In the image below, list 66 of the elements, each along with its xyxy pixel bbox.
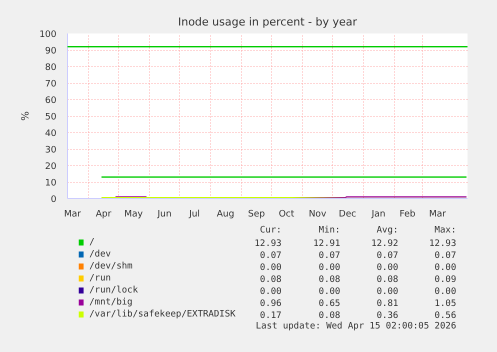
text: 0.00 [434, 263, 456, 273]
y-tick-label: 90 [45, 46, 57, 56]
x-tick-label: Nov [308, 210, 327, 220]
text: 0.00 [260, 287, 282, 297]
text: 12.91 [313, 239, 340, 249]
y-tick-label: 50 [45, 112, 57, 122]
text: Min: [318, 226, 340, 236]
y-tick-label: 0 [50, 195, 57, 205]
text: Max: [434, 226, 456, 236]
x-tick-label: Jan [370, 210, 386, 220]
y-tick-label: 30 [45, 146, 57, 156]
text: 0.08 [318, 275, 340, 285]
y-tick-label: 40 [45, 129, 57, 139]
x-tick-label: Apr [96, 210, 112, 220]
text: 0.08 [318, 311, 340, 321]
x-tick-label: Mar [64, 210, 82, 220]
x-tick-label: Jun [156, 210, 172, 220]
text: Avg: [376, 226, 398, 236]
text: 0.00 [318, 263, 340, 273]
y-tick-label: 20 [45, 162, 57, 172]
text: 0.81 [376, 299, 398, 309]
text: 0.07 [434, 251, 456, 261]
text: 0.08 [260, 275, 282, 285]
x-tick-label: Aug [216, 210, 234, 220]
text: 1.05 [434, 299, 456, 309]
text: Last update: Wed Apr 15 02:00:05 2026 [256, 322, 456, 332]
text: 12.93 [429, 239, 456, 249]
text: 0.09 [434, 275, 456, 285]
text: 0.96 [260, 299, 282, 309]
x-tick-label: May [124, 210, 144, 220]
x-tick-label: Mar [429, 210, 446, 220]
x-tick-label: Dec [338, 210, 356, 220]
text: Cur: [260, 226, 282, 236]
text: 0.36 [376, 311, 398, 321]
legend-label: /dev/shm [89, 262, 133, 272]
legend-label: /mnt/big [89, 298, 133, 308]
legend-label: /dev [89, 250, 111, 260]
text: 0.08 [376, 275, 398, 285]
text: 0.00 [376, 287, 398, 297]
chart-title: Inode usage in percent - by year [178, 16, 358, 28]
text: 0.07 [376, 251, 398, 261]
x-tick-label: Jul [188, 210, 200, 220]
legend-label: /run/lock [89, 286, 139, 296]
x-tick-label: Feb [400, 210, 416, 220]
x-tick-label: Sep [248, 210, 266, 220]
text: 0.65 [318, 299, 340, 309]
legend-label: /var/lib/safekeep/EXTRADISK [89, 310, 236, 320]
y-tick-label: 70 [45, 80, 57, 90]
text: 12.93 [254, 239, 282, 249]
x-tick-label: Oct [278, 210, 295, 220]
y-axis-title: % [20, 111, 32, 121]
text: 0.00 [434, 287, 456, 297]
y-tick-label: 10 [45, 178, 57, 188]
text: 0.00 [318, 287, 340, 297]
text: 0.17 [260, 311, 282, 321]
text: 0.07 [260, 251, 282, 261]
text: 0.00 [376, 263, 398, 273]
text: 0.07 [318, 251, 340, 261]
text: 0.00 [260, 263, 282, 273]
text: 12.92 [371, 239, 398, 249]
y-tick-label: 100 [39, 30, 57, 40]
y-tick-label: 60 [45, 96, 57, 106]
text: 0.56 [434, 311, 456, 321]
legend-label: /run [89, 274, 111, 284]
y-tick-label: 80 [45, 63, 57, 73]
legend-label: / [89, 238, 95, 248]
